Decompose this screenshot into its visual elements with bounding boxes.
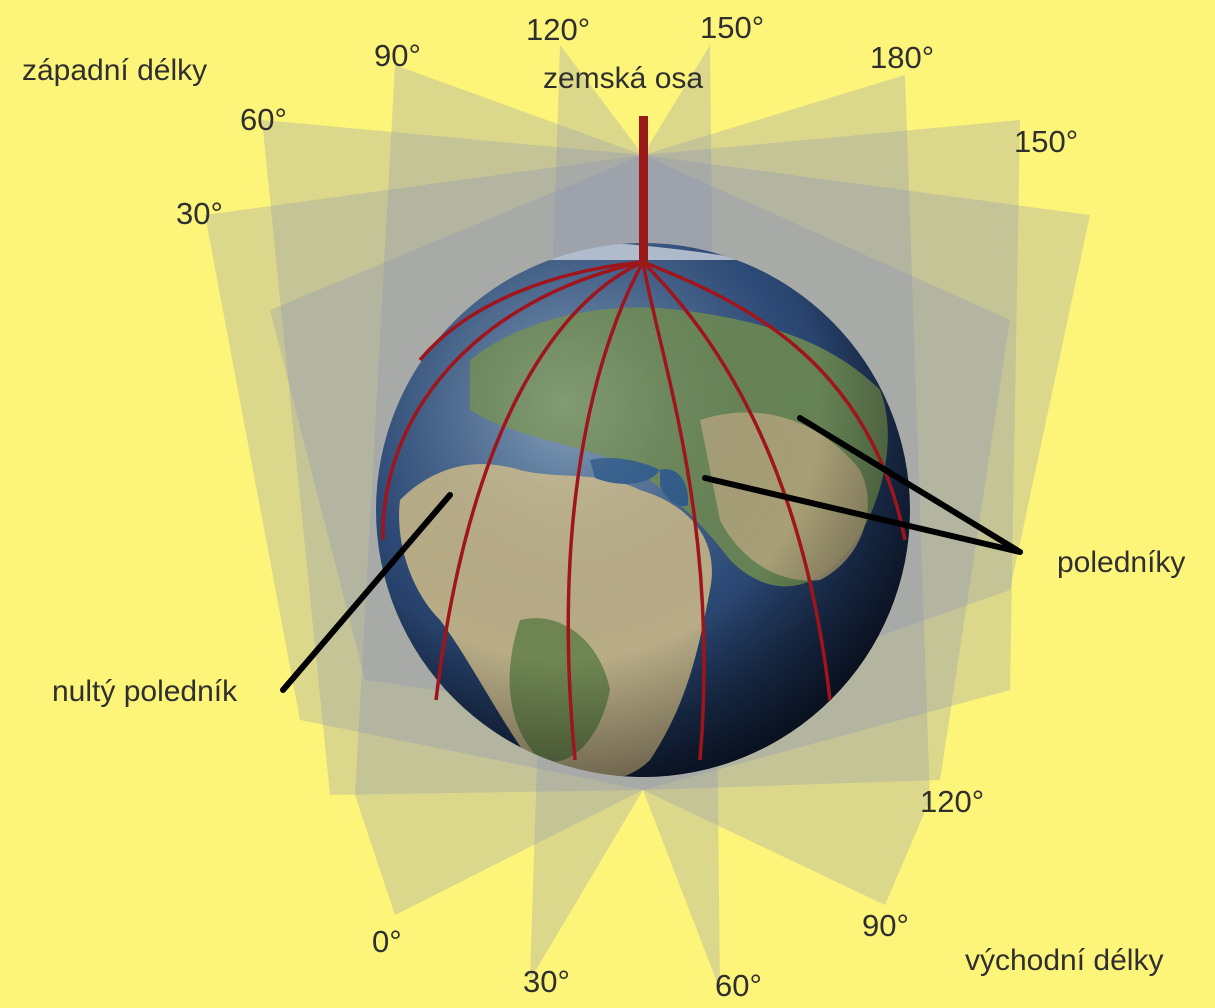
meridian-line — [381, 260, 644, 541]
degree-label: 60° — [240, 102, 287, 137]
degree-label: 120° — [920, 784, 985, 819]
earth-axis-label: zemská osa — [543, 62, 704, 95]
leader-lines — [280, 415, 1023, 693]
east-longitude-label: východní délky — [965, 944, 1164, 977]
earth-axis — [639, 116, 648, 266]
meridian-line — [566, 261, 645, 761]
meridians-leader-1 — [702, 475, 1023, 555]
degree-label: 0° — [372, 924, 402, 959]
degree-label: 30° — [176, 196, 223, 231]
meridians-leader-2 — [797, 415, 1023, 555]
degree-label: 150° — [700, 10, 765, 45]
meridians-label: poledníky — [1057, 546, 1186, 579]
meridian-line — [434, 260, 644, 701]
degree-label: 30° — [523, 964, 570, 999]
degree-label: 120° — [526, 12, 591, 47]
meridian-line — [641, 260, 832, 701]
meridian-line — [418, 260, 644, 362]
meridian-lines — [381, 260, 907, 761]
meridian-line — [641, 261, 706, 761]
degree-label: 90° — [374, 38, 421, 73]
west-longitude-label: západní délky — [22, 54, 208, 87]
degree-label: 60° — [715, 968, 762, 1003]
degree-label: 90° — [862, 908, 909, 943]
prime-meridian-label: nultý poledník — [52, 675, 238, 708]
degree-label: 180° — [870, 40, 935, 75]
prime-meridian-leader — [280, 492, 453, 693]
degree-label: 150° — [1014, 124, 1079, 159]
